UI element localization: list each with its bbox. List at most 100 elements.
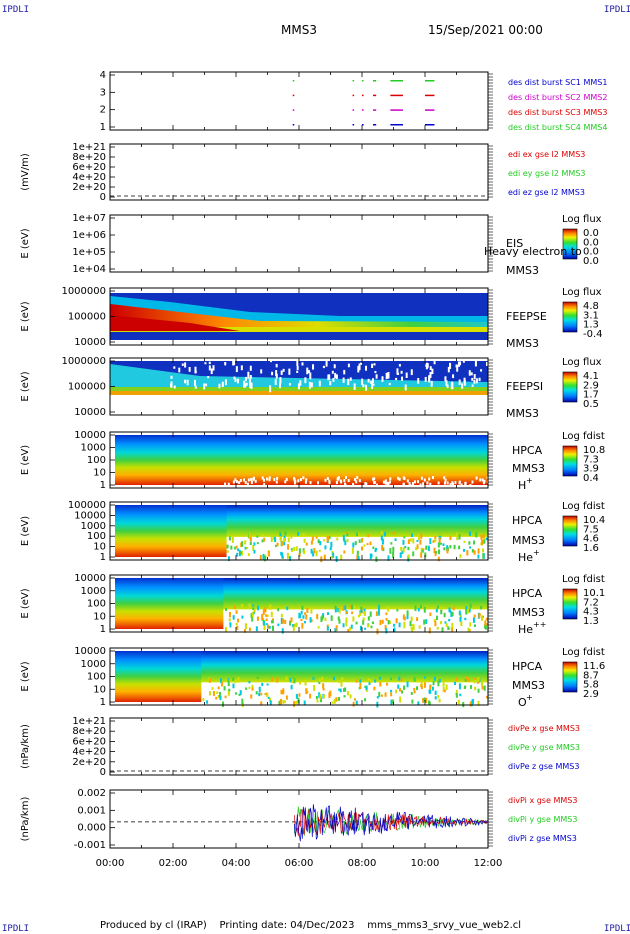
- hpca-he-ytick-1: 10: [93, 542, 106, 553]
- hpca-o-label-spacecraft: MMS3: [512, 679, 545, 692]
- hpca-he2-colorbar-tick-0: 10.1: [583, 588, 605, 599]
- feepse-colorbar-tick-2: 1.3: [583, 320, 599, 331]
- divpe-ytick-5: 1e+21: [72, 716, 106, 727]
- burst-interval-0-sc3: [292, 94, 295, 97]
- divpi-series-2: [293, 808, 488, 836]
- corner-label-br: IPDLI: [604, 924, 630, 934]
- eis-colorbar-title: Log flux: [562, 214, 602, 225]
- hpca-h-colorbar: [562, 445, 578, 477]
- burst-interval-2-sc4: [362, 80, 364, 82]
- feepse-ytick-0: 10000: [74, 337, 106, 348]
- hpca-o-colorbar-tick-2: 5.8: [583, 680, 599, 691]
- hpca-he2-colorbar-tick-3: 1.3: [583, 616, 599, 627]
- hpca-he2-content: [115, 578, 488, 635]
- hpca-o-label-instrument: HPCA: [512, 660, 543, 673]
- panel-hpca-he: [109, 501, 578, 563]
- hpca-h-colorbar-tick-1: 7.3: [583, 454, 599, 465]
- x-tick-3: 06:00: [285, 858, 314, 869]
- divpi-content: [110, 804, 488, 842]
- feepse-label-spacecraft: MMS3: [506, 337, 539, 350]
- panel-hpca-he2: [109, 574, 578, 635]
- divpe-ytick-2: 4e+20: [72, 747, 106, 758]
- divpi-ylabel: (nPa/km): [20, 797, 31, 842]
- feepsi-ytick-2: 1000000: [61, 356, 106, 367]
- hpca-h-ytick-3: 1000: [81, 443, 106, 454]
- eis-ylabel: E (eV): [20, 228, 31, 258]
- panel-feepse: [109, 287, 578, 346]
- hpca-h-ytick-1: 10: [93, 468, 106, 479]
- hpca-o-ytick-3: 1000: [81, 659, 106, 670]
- hpca-o-colorbar-tick-1: 8.7: [583, 670, 599, 681]
- burst-interval-1-sc3: [352, 94, 355, 97]
- hpca-o-ytick-0: 1: [100, 697, 106, 708]
- hpca-he-ytick-0: 1: [100, 552, 106, 563]
- x-tick-6: 12:00: [474, 858, 503, 869]
- burst-legend-0: des dist burst SC1 MMS1: [508, 78, 607, 87]
- edi-legend-2: edi ez gse l2 MMS3: [508, 188, 585, 197]
- feepse-colorbar: [562, 301, 578, 333]
- eis-frame: [109, 214, 489, 273]
- burst-interval-3-sc3: [373, 94, 377, 97]
- feepse-ytick-1: 100000: [68, 312, 106, 323]
- hpca-h-colorbar-tick-0: 10.8: [583, 445, 605, 456]
- x-tick-5: 10:00: [411, 858, 440, 869]
- burst-interval-5-sc1: [425, 124, 435, 126]
- eis-colorbar-tick-3: 0.0: [583, 256, 599, 267]
- burst-legend-1: des dist burst SC2 MMS2: [508, 93, 607, 102]
- burst-interval-2-sc1: [362, 124, 364, 126]
- divpe-frame: [109, 717, 489, 776]
- hpca-o-ytick-1: 10: [93, 684, 106, 695]
- burst-ytick-0: 1: [100, 122, 106, 133]
- edi-ytick-1: 2e+20: [72, 182, 106, 193]
- x-tick-4: 08:00: [348, 858, 377, 869]
- hpca-o-species: O: [518, 696, 527, 709]
- hpca-h-label-spacecraft: MMS3: [512, 462, 545, 475]
- hpca-he2-label-spacecraft: MMS3: [512, 606, 545, 619]
- eis-ytick-0: 1e+04: [72, 264, 106, 275]
- eis-colorbar-tick-0: 0.0: [583, 228, 599, 239]
- divpe-ytick-4: 8e+20: [72, 726, 106, 737]
- hpca-he2-colorbar-tick-2: 4.3: [583, 607, 599, 618]
- burst-ytick-3: 4: [100, 70, 106, 81]
- feepsi-ytick-0: 10000: [74, 407, 106, 418]
- hpca-he-species: He: [518, 551, 533, 564]
- hpca-h-colorbar-tick-2: 3.9: [583, 464, 599, 475]
- feepsi-colorbar-tick-3: 0.5: [583, 399, 599, 410]
- divpe-ylabel: (nPa/km): [20, 724, 31, 769]
- feepse-colorbar-tick-1: 3.1: [583, 310, 599, 321]
- edi-ytick-0: 0: [100, 192, 106, 203]
- edi-ytick-5: 1e+21: [72, 142, 106, 153]
- burst-interval-4-sc3: [390, 94, 403, 97]
- burst-interval-5-sc3: [425, 94, 435, 97]
- divpi-ytick-1: 0.000: [77, 823, 106, 834]
- hpca-he2-ytick-0: 1: [100, 624, 106, 635]
- divpi-ytick-0: -0.001: [74, 840, 106, 851]
- divpi-ytick-3: 0.002: [77, 788, 106, 799]
- footer-produced-by: Produced by cl (IRAP): [100, 920, 207, 931]
- hpca-he-charge: +: [533, 548, 540, 557]
- hpca-h-colorbar-title: Log fdist: [562, 431, 605, 442]
- hpca-he-label-instrument: HPCA: [512, 514, 543, 527]
- burst-interval-5-sc4: [425, 80, 435, 82]
- burst-interval-4-sc4: [390, 80, 403, 82]
- hpca-he-colorbar: [562, 515, 578, 547]
- feepsi-colorbar-tick-0: 4.1: [583, 371, 599, 382]
- burst-interval-1-sc4: [352, 80, 355, 82]
- divpe-ytick-1: 2e+20: [72, 757, 106, 768]
- header-spacecraft: MMS3: [281, 23, 317, 37]
- hpca-h-colorbar-tick-3: 0.4: [583, 473, 599, 484]
- edi-frame: [109, 143, 489, 201]
- feepse-colorbar-tick-3: -0.4: [583, 329, 603, 340]
- hpca-o-colorbar-tick-0: 11.6: [583, 661, 605, 672]
- hpca-o-colorbar: [562, 661, 578, 693]
- panel-burst: [109, 71, 493, 131]
- divpe-legend-2: divPe z gse MMS3: [508, 762, 579, 771]
- feepsi-label-instrument: FEEPSI: [506, 380, 543, 393]
- feepse-label-instrument: FEEPSE: [506, 310, 547, 323]
- panel-divpe: [109, 717, 493, 776]
- feepsi-colorbar-tick-1: 2.9: [583, 380, 599, 391]
- hpca-h-ylabel: E (eV): [20, 445, 31, 475]
- divpi-legend-1: divPi y gse MMS3: [508, 815, 577, 824]
- divpe-legend-1: divPe y gse MMS3: [508, 743, 580, 752]
